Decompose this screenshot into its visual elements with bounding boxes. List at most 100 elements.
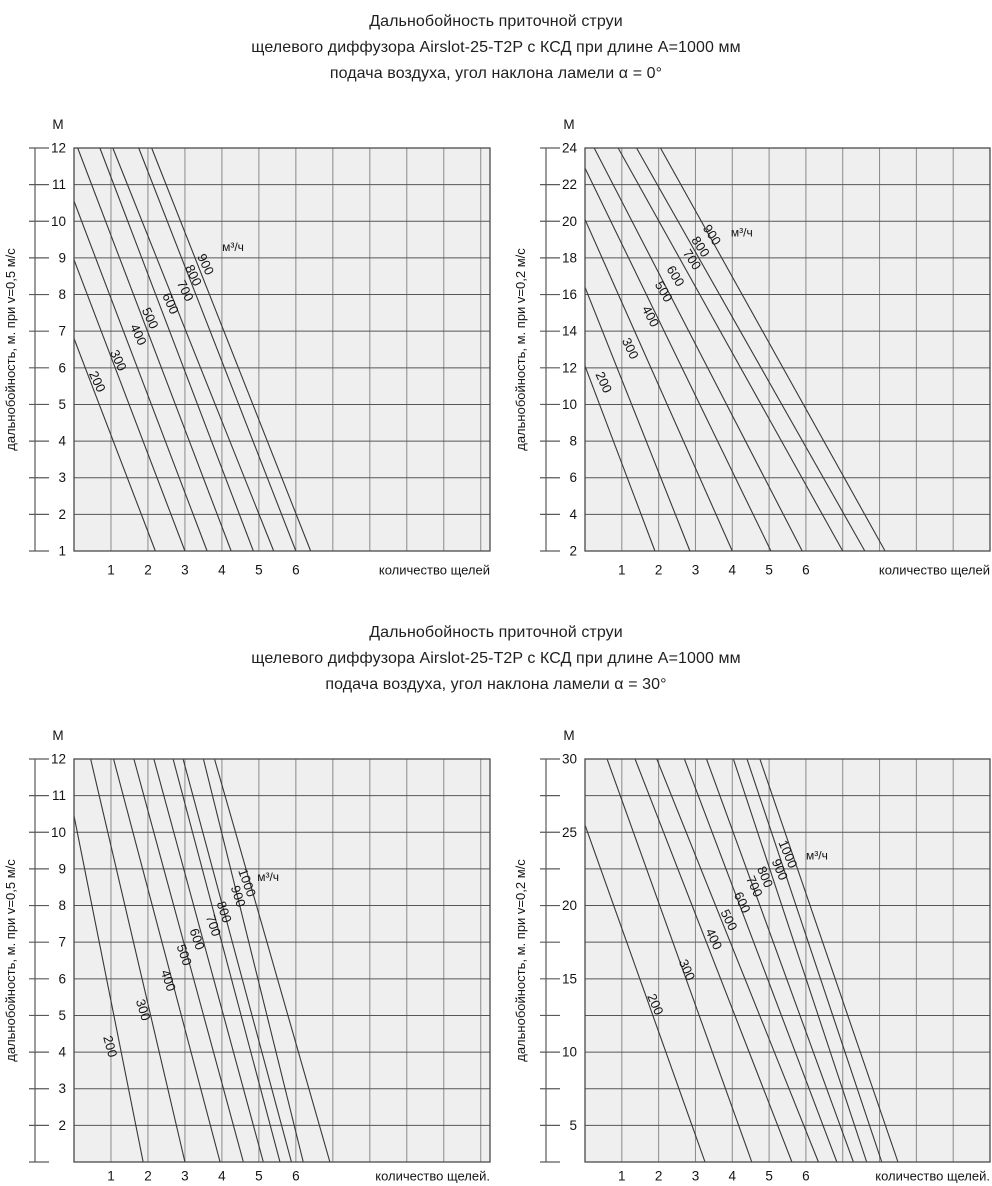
y-tick-label: 3: [58, 470, 66, 485]
y-tick-label: 6: [58, 971, 66, 986]
x-tick-label: 4: [218, 563, 226, 578]
title-alpha0-line3: подача воздуха, угол наклона ламели α = …: [329, 65, 663, 82]
x-gridlines: [110, 148, 482, 551]
x-tick-label: 6: [802, 1169, 810, 1184]
y-tick-label: 6: [569, 470, 577, 485]
x-tick-label: 6: [802, 563, 810, 578]
flow-line-500: [133, 758, 244, 1163]
y-unit-label: М: [52, 117, 63, 132]
flow-line-1000: [213, 758, 331, 1163]
flow-line-900: [746, 758, 883, 1163]
flow-line-300: [90, 758, 186, 1163]
plot-area: [585, 759, 990, 1162]
y-tick-label: 20: [562, 214, 577, 229]
y-unit-label: М: [563, 728, 574, 743]
flow-line-400: [634, 758, 793, 1163]
flow-line-700: [172, 758, 281, 1163]
x-tick-label: 1: [107, 563, 115, 578]
x-tick-label: 5: [765, 563, 773, 578]
x-tick-label: 2: [655, 1169, 663, 1184]
flow-line-400: [73, 200, 208, 552]
x-tick-label: 3: [181, 563, 189, 578]
x-tick-label: 5: [255, 563, 263, 578]
y-tick-label: 10: [51, 214, 66, 229]
y-tick-label: 12: [51, 752, 66, 767]
y-tick-label: 2: [58, 1118, 66, 1133]
y-axis-title: дальнобойность, м. при v=0,5 м/с: [3, 248, 18, 451]
flow-line-600: [99, 147, 254, 552]
flow-lines: [584, 758, 899, 1163]
x-tick-label: 2: [655, 563, 663, 578]
x-axis: 1 2 3 4 5 6 количество щелей.: [107, 1169, 490, 1184]
y-tick-label: 8: [58, 898, 66, 913]
flow-label-500: 500: [174, 942, 195, 967]
flow-lines: [584, 147, 886, 552]
flow-unit-label: м³/ч: [257, 870, 279, 884]
flow-lines: [73, 758, 331, 1163]
y-tick-label: 8: [569, 434, 577, 449]
y-tick-label: 7: [58, 324, 66, 339]
flow-line-1000: [759, 758, 899, 1163]
y-tick-label: 2: [569, 544, 577, 559]
y-tick-label: 11: [52, 177, 66, 192]
title-alpha0: Дальнобойность приточной струи щелевого …: [0, 9, 992, 87]
y-tick-label: 14: [562, 324, 578, 339]
y-tick-label: 5: [58, 1008, 66, 1023]
x-tick-label: 3: [692, 563, 700, 578]
title-alpha30-line3: подача воздуха, угол наклона ламели α = …: [325, 676, 667, 693]
y-unit-label: М: [563, 117, 574, 132]
flow-line-800: [732, 758, 868, 1163]
y-unit-label: М: [52, 728, 63, 743]
flow-line-400: [113, 758, 221, 1163]
y-tick-label: 18: [562, 250, 577, 265]
y-axis-title: дальнобойность, м. при v=0,5 м/с: [3, 859, 18, 1062]
flow-line-600: [593, 147, 803, 552]
flow-line-500: [656, 758, 819, 1163]
flow-line-600: [683, 758, 838, 1163]
flow-line-700: [617, 147, 844, 552]
x-tick-label: 1: [618, 1169, 626, 1184]
y-tick-label: 11: [52, 788, 66, 803]
flow-unit-label: м³/ч: [806, 849, 828, 863]
y-tick-label: 12: [562, 360, 577, 375]
plot-border: [584, 758, 991, 1163]
x-tick-label: 2: [144, 563, 152, 578]
flow-line-800: [636, 147, 866, 552]
x-tick-label: 4: [729, 1169, 737, 1184]
x-axis-title: количество щелей: [879, 563, 990, 578]
flow-line-800: [138, 147, 297, 552]
y-axis-title: дальнобойность, м. при v=0,2 м/с: [513, 859, 528, 1062]
x-tick-label: 4: [218, 1169, 226, 1184]
y-tick-label: 5: [569, 1118, 577, 1133]
flow-line-200: [73, 338, 156, 552]
y-tick-label: 16: [562, 287, 577, 302]
title-alpha30-line2: щелевого диффузора Airslot-25-T2P с КСД …: [251, 650, 741, 667]
plot-border: [73, 147, 491, 552]
flow-line-500: [77, 147, 232, 552]
x-tick-label: 5: [765, 1169, 773, 1184]
x-tick-label: 1: [618, 563, 626, 578]
y-tick-label: 6: [58, 360, 66, 375]
flow-line-200: [584, 824, 706, 1163]
y-axis: 2 3 4 5 6 7 8 9 10 11 12: [29, 752, 66, 1163]
title-alpha30-line1: Дальнобойность приточной струи: [369, 624, 623, 641]
flow-line-300: [606, 758, 753, 1163]
x-tick-label: 6: [292, 563, 300, 578]
y-tick-label: 25: [562, 825, 577, 840]
flow-lines: [73, 147, 312, 552]
flow-label-300: 300: [133, 997, 154, 1022]
flow-line-700: [112, 147, 275, 552]
flow-label-700: 700: [203, 913, 224, 938]
x-tick-label: 3: [181, 1169, 189, 1184]
flow-line-300: [584, 287, 691, 552]
plot-area: [585, 148, 990, 551]
y-tick-label: 12: [51, 141, 66, 156]
x-tick-label: 6: [292, 1169, 300, 1184]
x-tick-label: 5: [255, 1169, 263, 1184]
